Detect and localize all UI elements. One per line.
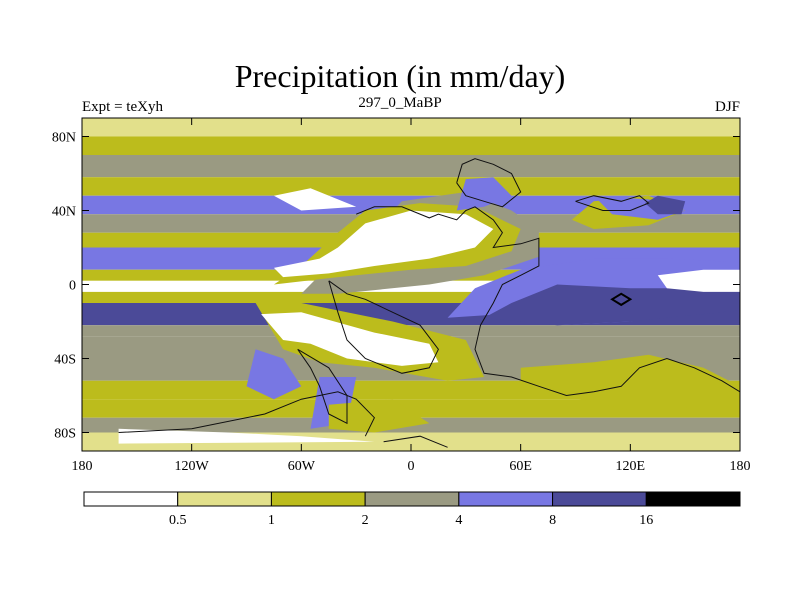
precip-region — [246, 349, 302, 400]
y-tick-label: 0 — [69, 279, 76, 294]
precip-region — [118, 428, 375, 444]
precip-band — [82, 136, 740, 155]
coastline-outline — [118, 158, 740, 448]
colorbar-label: 0.5 — [169, 513, 187, 528]
coastline-segment — [328, 280, 439, 374]
x-tick-label: 120E — [616, 459, 646, 474]
colorbar-label: 1 — [268, 513, 275, 528]
y-tick-label: 40S — [54, 353, 76, 368]
coastline-segment — [356, 206, 740, 397]
period-label: 297_0_MaBP — [358, 95, 442, 111]
season-label: DJF — [714, 99, 740, 115]
precip-region — [520, 354, 740, 411]
colorbar-swatch — [177, 491, 272, 507]
colorbar-label: 4 — [455, 513, 462, 528]
coastline-segment — [383, 435, 448, 448]
precip-band — [82, 155, 740, 178]
chart-title: Precipitation (in mm/day) — [234, 58, 566, 94]
colorbar-label: 16 — [639, 513, 653, 528]
x-tick-label: 120W — [175, 459, 210, 474]
x-tick-label: 60W — [288, 459, 316, 474]
coastline-segment — [456, 158, 522, 208]
y-tick-label: 40N — [52, 205, 76, 220]
coastline-segment — [297, 348, 348, 425]
colorbar-swatch — [552, 491, 647, 507]
precip-region — [645, 195, 686, 215]
coastline-segment — [118, 391, 376, 437]
axes: 180 120W 60W 0 60E 120E 180 80N 40N 0 40S 80S — [52, 118, 751, 474]
precip-band — [82, 118, 740, 137]
precip-region — [484, 284, 740, 326]
colorbar-swatch — [364, 491, 460, 507]
x-tick-label: 180 — [72, 459, 93, 474]
colorbar: 0.5 1 2 4 8 16 — [83, 491, 741, 528]
x-tick-label: 180 — [730, 459, 751, 474]
precip-region — [273, 188, 357, 211]
precip-region — [273, 210, 494, 278]
contour-diamond — [610, 292, 633, 307]
y-tick-label: 80N — [52, 131, 76, 146]
coastline-segment — [575, 195, 650, 211]
precip-band — [82, 399, 740, 418]
colorbar-label: 8 — [549, 513, 556, 528]
precip-band — [82, 291, 740, 303]
precip-band — [82, 177, 740, 196]
precip-region — [657, 269, 740, 292]
y-tick-label: 80S — [54, 427, 76, 442]
precip-region — [456, 177, 512, 211]
colorbar-swatch — [83, 491, 179, 507]
colorbar-label: 2 — [362, 513, 369, 528]
x-tick-label: 60E — [509, 459, 532, 474]
x-tick-label: 0 — [408, 459, 415, 474]
colorbar-swatch — [458, 491, 554, 507]
experiment-label: Expt = teXyh — [82, 99, 163, 115]
precipitation-field — [82, 118, 740, 451]
precip-region — [261, 312, 439, 366]
colorbar-swatch — [645, 491, 741, 507]
colorbar-swatch — [270, 491, 366, 507]
precip-region — [328, 399, 430, 433]
